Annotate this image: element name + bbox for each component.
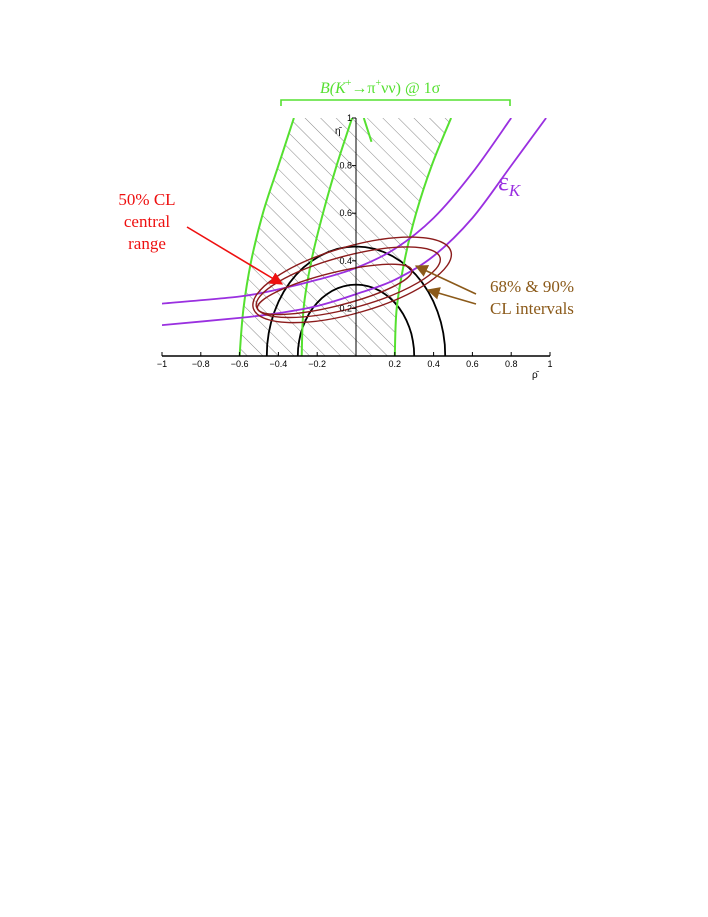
x-tick-label: −1	[157, 359, 167, 369]
y-tick-label: 0.8	[339, 161, 352, 171]
bkpinn-label-plus2: +	[376, 78, 382, 89]
cl-contour-3	[252, 236, 453, 324]
x-tick-label: −0.6	[231, 359, 249, 369]
bkpinn-bracket	[280, 99, 511, 106]
cl-contour-2	[255, 246, 442, 319]
y-tick-label: 0.6	[339, 208, 352, 218]
epsk-label: εK	[498, 167, 522, 200]
cl50-line3: range	[128, 234, 166, 253]
epsk-symbol: ε	[498, 167, 509, 196]
cl50-arrow	[186, 226, 284, 285]
cl50-annotation: 50% CL central range	[118, 190, 175, 253]
epsk-subscript: K	[508, 181, 522, 200]
y-axis-label: η̄	[335, 126, 343, 137]
bkpinn-label-plus1: +	[346, 78, 352, 89]
y-tick-label: 1	[347, 113, 352, 123]
bkpinn-curve-1	[238, 118, 295, 356]
cl6890-line2: CL intervals	[490, 299, 574, 318]
x-tick-label: 0.2	[389, 359, 402, 369]
bkpinn-label-b: B(K	[320, 80, 347, 97]
x-tick-label: 1	[547, 359, 552, 369]
x-tick-label: 0.6	[466, 359, 479, 369]
cl6890-arrow-upper	[414, 265, 477, 295]
x-tick-label: −0.4	[270, 359, 288, 369]
y-tick-label: 0.4	[339, 256, 352, 266]
cl50-line1: 50% CL	[118, 190, 175, 209]
bkpinn-label: B(K+→π+νν) @ 1σ	[320, 78, 441, 97]
bkpinn-label-mid: →π	[351, 80, 375, 97]
curve-layer	[162, 118, 547, 356]
cl6890-arrow-lower	[426, 287, 477, 305]
x-tick-label: −0.8	[192, 359, 210, 369]
bkpinn-curve-4	[362, 118, 373, 143]
cl6890-line1: 68% & 90%	[490, 277, 574, 296]
cl50-line2: central	[124, 212, 171, 231]
x-tick-label: 0.8	[505, 359, 518, 369]
axis-ticks: −1 −0.8 −0.6 −0.4 −0.2 0.2 0.4 0.6 0.8 1 0.2 0.4 0.6…	[157, 113, 553, 369]
bkpinn-label-end: νν) @ 1σ	[381, 80, 441, 97]
x-axis-label: ρ̄	[532, 370, 540, 381]
y-tick-label: 0.2	[339, 303, 352, 313]
cl6890-annotation: 68% & 90% CL intervals	[490, 277, 574, 318]
x-tick-label: 0.4	[427, 359, 440, 369]
x-tick-label: −0.2	[308, 359, 326, 369]
